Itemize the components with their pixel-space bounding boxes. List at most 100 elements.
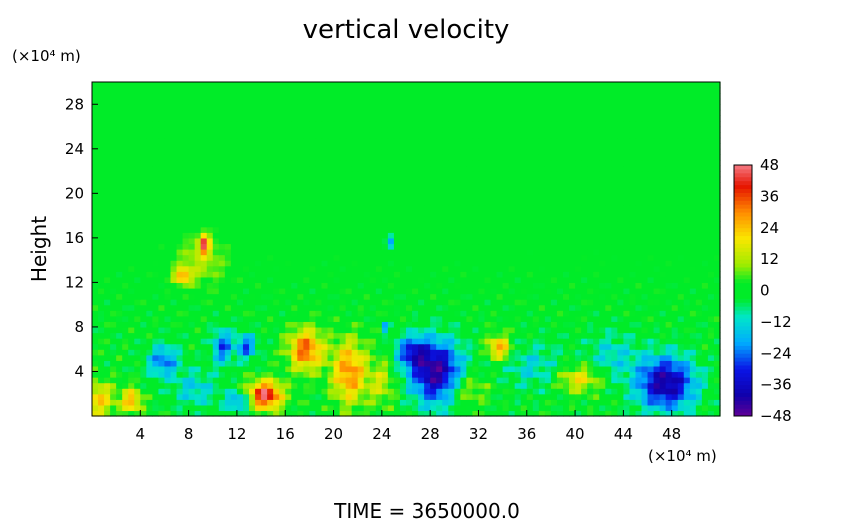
heatmap-cell — [629, 382, 637, 389]
heatmap-cell — [418, 148, 425, 155]
heatmap-cell — [170, 282, 178, 289]
heatmap-cell — [677, 182, 685, 189]
heatmap-cell — [194, 249, 202, 256]
heatmap-cell — [291, 343, 298, 350]
heatmap-cell — [110, 354, 117, 361]
heatmap-cell — [164, 360, 172, 367]
heatmap-cell — [412, 360, 419, 367]
heatmap-cell — [520, 382, 528, 389]
heatmap-cell — [406, 299, 413, 306]
heatmap-cell — [170, 187, 178, 194]
heatmap-cell — [158, 265, 166, 272]
heatmap-cell — [146, 365, 153, 373]
heatmap-cell — [242, 260, 250, 267]
heatmap-cell — [538, 271, 546, 278]
heatmap-cell — [110, 360, 117, 367]
heatmap-cell — [273, 171, 280, 178]
heatmap-cell — [206, 354, 214, 361]
heatmap-cell — [146, 148, 153, 155]
heatmap-cell — [345, 377, 353, 384]
heatmap-cell — [315, 365, 323, 373]
heatmap-cell — [623, 287, 631, 295]
heatmap-cell — [593, 204, 600, 211]
heatmap-cell — [695, 388, 703, 395]
heatmap-cell — [170, 371, 178, 378]
heatmap-cell — [116, 338, 123, 345]
heatmap-cell — [617, 204, 624, 211]
heatmap-cell — [218, 310, 226, 317]
heatmap-cell — [351, 282, 359, 289]
heatmap-cell — [605, 226, 612, 233]
heatmap-cell — [623, 377, 631, 384]
heatmap-cell — [575, 332, 582, 339]
heatmap-cell — [128, 154, 135, 161]
heatmap-cell — [569, 210, 576, 217]
heatmap-cell — [623, 276, 631, 283]
heatmap-cell — [146, 399, 153, 406]
heatmap-cell — [641, 249, 649, 256]
heatmap-cell — [520, 315, 528, 322]
heatmap-cell — [285, 365, 292, 373]
heatmap-cell — [200, 371, 208, 378]
heatmap-cell — [140, 187, 147, 194]
heatmap-cell — [279, 293, 286, 300]
heatmap-cell — [387, 299, 395, 306]
heatmap-cell — [424, 148, 431, 155]
heatmap-cell — [224, 388, 232, 395]
heatmap-cell — [249, 237, 256, 245]
heatmap-cell — [261, 159, 268, 167]
heatmap-cell — [490, 332, 498, 339]
heatmap-cell — [369, 232, 377, 239]
heatmap-cell — [267, 338, 274, 345]
heatmap-cell — [339, 365, 347, 373]
heatmap-cell — [647, 343, 655, 350]
heatmap-cell — [110, 315, 117, 322]
heatmap-cell — [285, 354, 292, 361]
heatmap-cell — [532, 148, 540, 155]
heatmap-cell — [689, 254, 697, 261]
heatmap-cell — [478, 349, 486, 356]
heatmap-cell — [267, 365, 274, 373]
heatmap-cell — [182, 287, 190, 295]
heatmap-cell — [442, 265, 449, 272]
heatmap-cell — [514, 377, 522, 384]
heatmap-cell — [490, 399, 498, 406]
heatmap-cell — [261, 221, 268, 228]
heatmap-cell — [532, 410, 540, 417]
heatmap-cell — [321, 215, 329, 222]
heatmap-cell — [182, 310, 190, 317]
heatmap-cell — [424, 171, 431, 178]
heatmap-cell — [218, 315, 226, 322]
heatmap-cell — [200, 276, 208, 283]
heatmap-cell — [436, 171, 443, 178]
heatmap-cell — [291, 377, 298, 384]
heatmap-cell — [236, 371, 244, 378]
heatmap-cell — [212, 404, 220, 412]
heatmap-cell — [393, 182, 401, 189]
heatmap-cell — [424, 154, 431, 161]
heatmap-cell — [224, 276, 232, 283]
heatmap-cell — [623, 399, 631, 406]
heatmap-cell — [369, 299, 377, 306]
heatmap-cell — [581, 310, 588, 317]
heatmap-cell — [587, 254, 594, 261]
heatmap-cell — [255, 226, 262, 233]
heatmap-cell — [587, 343, 594, 350]
heatmap-cell — [116, 148, 123, 155]
heatmap-cell — [683, 404, 691, 412]
heatmap-cell — [514, 276, 522, 283]
heatmap-cell — [236, 215, 244, 222]
heatmap-cell — [641, 204, 649, 211]
heatmap-cell — [454, 148, 461, 155]
heatmap-cell — [418, 154, 425, 161]
heatmap-cell — [375, 399, 383, 406]
heatmap-cell — [713, 265, 721, 272]
heatmap-cell — [599, 148, 606, 155]
heatmap-cell — [206, 254, 214, 261]
heatmap-cell — [695, 171, 703, 178]
heatmap-cell — [617, 176, 624, 183]
heatmap-cell — [176, 338, 184, 345]
heatmap-cell — [291, 243, 298, 250]
heatmap-cell — [569, 204, 576, 211]
heatmap-cell — [653, 338, 661, 345]
